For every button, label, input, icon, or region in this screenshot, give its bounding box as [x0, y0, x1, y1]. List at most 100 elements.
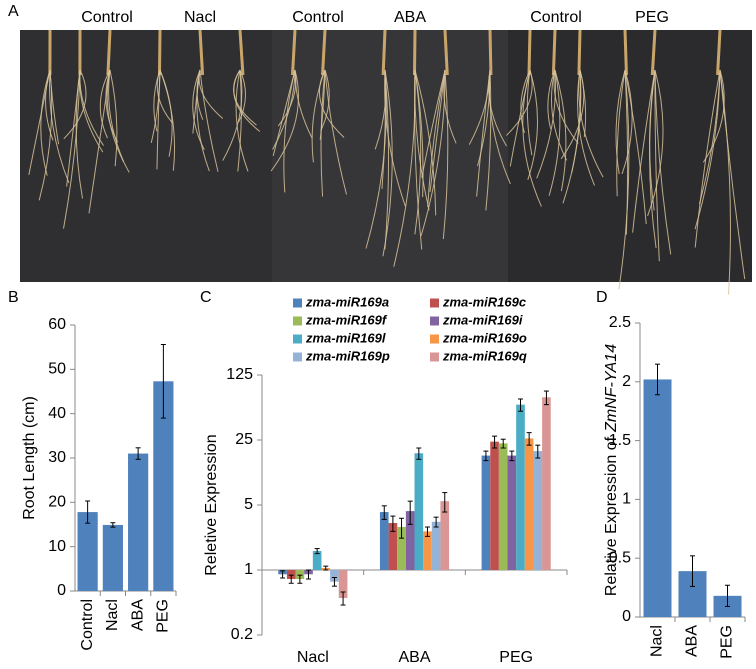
root: [63, 69, 87, 140]
photo-label: Control: [81, 9, 133, 26]
legend-swatch: [430, 352, 439, 362]
error-bar: [535, 444, 541, 459]
root: [553, 69, 579, 144]
root: [548, 69, 561, 196]
y-axis-label-part: ZmNF-YA14: [603, 344, 620, 433]
bar: [388, 523, 398, 570]
stem: [551, 29, 557, 76]
legend-label: zma-miR169q: [442, 348, 527, 363]
root: [571, 69, 582, 173]
root: [654, 69, 672, 255]
legend-label: zma-miR169l: [305, 330, 386, 345]
stem: [527, 29, 532, 76]
bar: [440, 501, 450, 570]
photo-background: [20, 30, 272, 282]
bar: [423, 531, 432, 570]
error-bar: [323, 565, 329, 571]
root: [270, 69, 299, 172]
root: [698, 69, 721, 205]
y-tick-label: 0: [57, 582, 66, 599]
legend-swatch: [430, 334, 439, 344]
legend-swatch: [430, 298, 439, 308]
root: [159, 69, 175, 171]
error-bar: [543, 390, 549, 406]
y-tick-label: 1.5: [609, 432, 631, 449]
bar: [153, 381, 174, 591]
y-axis-label: Root Length (cm): [21, 396, 38, 520]
x-tick-label: Nacl: [104, 599, 121, 631]
root: [547, 69, 556, 129]
stem: [443, 29, 449, 76]
error-bar: [110, 522, 116, 528]
error-bar: [288, 574, 294, 584]
y-tick-label: 50: [48, 361, 66, 378]
bar: [405, 511, 415, 570]
bar: [533, 451, 543, 570]
bar: [379, 512, 389, 570]
root: [621, 69, 633, 175]
root: [192, 69, 205, 150]
root: [632, 69, 656, 233]
photo-label: ABA: [394, 9, 426, 26]
stem: [157, 29, 162, 76]
error-bar: [135, 447, 141, 460]
error-bar: [526, 432, 532, 446]
y-tick-label: 5: [244, 496, 253, 513]
root: [196, 69, 210, 172]
stem: [650, 29, 657, 76]
stem: [198, 29, 205, 76]
y-tick-label: 10: [48, 538, 66, 555]
y-tick-label: 1: [622, 491, 631, 508]
panel-label: A: [8, 3, 19, 20]
error-bar: [442, 492, 448, 513]
root: [105, 69, 119, 143]
root: [222, 69, 243, 161]
root: [551, 69, 568, 161]
root: [63, 69, 81, 229]
x-tick-label: Control: [79, 599, 96, 651]
legend-label: zma-miR169o: [442, 330, 527, 345]
bar: [481, 455, 491, 570]
bar: [102, 524, 123, 591]
root: [237, 69, 242, 172]
x-tick-label: ABA: [684, 625, 701, 657]
error-bar: [492, 435, 498, 449]
bar: [286, 570, 296, 580]
x-tick-label: PEG: [719, 625, 736, 659]
root: [654, 69, 660, 262]
y-axis-label: Relative Expression of ZmNF-YA14: [603, 344, 620, 596]
root: [99, 69, 111, 139]
stem: [321, 29, 327, 76]
stem: [577, 29, 582, 76]
bar: [643, 379, 672, 617]
roots: [28, 29, 746, 295]
legend-label: zma-miR169c: [442, 294, 527, 309]
bar: [330, 570, 339, 582]
y-tick-label: 60: [48, 316, 66, 333]
x-tick-label: Nacl: [649, 625, 666, 657]
root: [318, 69, 345, 138]
photo-label: Nacl: [184, 9, 216, 26]
y-tick-label: 30: [48, 449, 66, 466]
y-tick-label: 1: [244, 561, 253, 578]
bar: [295, 570, 305, 580]
root: [526, 69, 533, 156]
y-tick-label: 2.5: [609, 314, 631, 331]
root: [429, 69, 446, 192]
stem: [238, 29, 245, 76]
bar: [507, 455, 517, 570]
bar: [312, 551, 322, 570]
root: [719, 69, 746, 280]
stem: [623, 29, 628, 76]
error-bar: [655, 363, 660, 396]
root: [283, 69, 296, 193]
root: [384, 69, 390, 250]
root: [420, 69, 446, 237]
y-tick-label: 0: [622, 608, 631, 625]
root: [320, 69, 330, 131]
panel-label: B: [8, 289, 19, 306]
legend-label: zma-miR169a: [305, 294, 389, 309]
error-bar: [331, 577, 337, 587]
root: [49, 69, 60, 145]
y-tick-label: 2: [622, 373, 631, 390]
